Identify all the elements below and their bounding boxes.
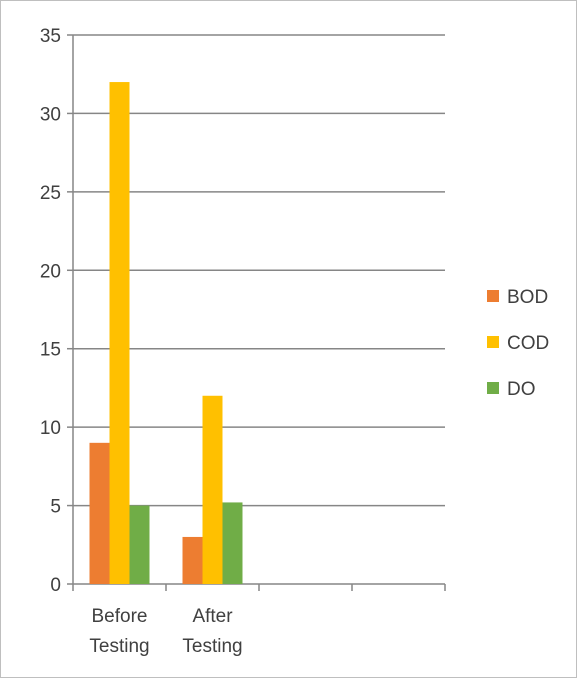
- y-tick-label: 10: [40, 418, 61, 439]
- bar-bod-1: [182, 536, 203, 584]
- legend-swatch-cod: [487, 336, 499, 348]
- legend-swatch-do: [487, 382, 499, 394]
- legend-label-do: DO: [507, 379, 536, 400]
- bar-do-0: [129, 505, 150, 584]
- x-category-label: Testing: [89, 636, 149, 657]
- legend-swatch-bod: [487, 290, 499, 302]
- bar-bod-0: [89, 442, 110, 584]
- x-category-label: Testing: [182, 636, 242, 657]
- bar-cod-1: [202, 395, 223, 584]
- legend-label-cod: COD: [507, 333, 549, 354]
- y-tick-label: 30: [40, 104, 61, 125]
- bar-do-1: [222, 502, 243, 584]
- y-tick-label: 15: [40, 340, 61, 361]
- bar-cod-0: [109, 82, 130, 585]
- x-category-label: Before: [92, 606, 148, 627]
- y-tick-label: 35: [40, 26, 61, 47]
- y-tick-label: 20: [40, 261, 61, 282]
- x-category-label: After: [192, 606, 233, 627]
- legend-label-bod: BOD: [507, 287, 548, 308]
- y-tick-label: 25: [40, 183, 61, 204]
- y-tick-label: 0: [50, 575, 61, 596]
- y-tick-label: 5: [50, 497, 61, 518]
